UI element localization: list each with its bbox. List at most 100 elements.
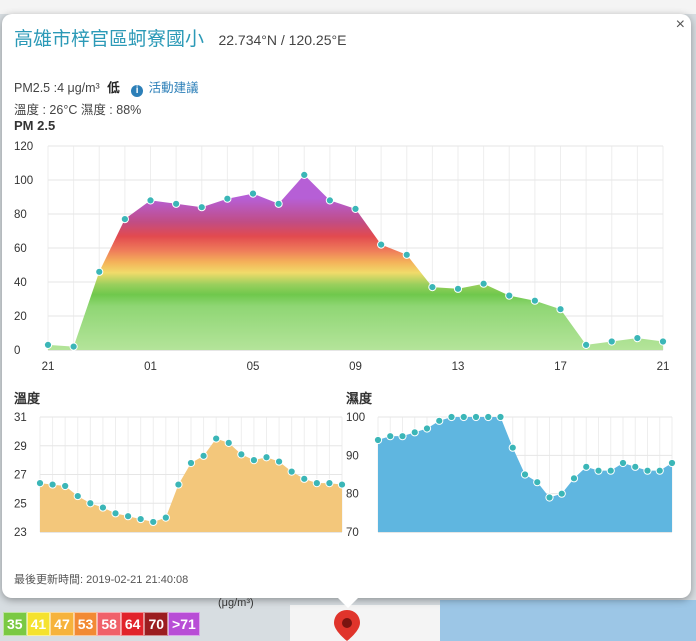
y-tick-label: 90 — [346, 450, 359, 462]
temperature-chart: 23 25 27 29 31 — [14, 412, 347, 539]
data-point — [48, 480, 57, 489]
map-marker-icon[interactable] — [332, 608, 362, 641]
humidity-chart: 70 80 90 100 — [346, 412, 677, 539]
data-point — [428, 283, 437, 292]
x-tick-label: 01 — [144, 361, 157, 373]
data-point — [86, 499, 95, 508]
data-point — [556, 305, 565, 314]
data-point — [262, 453, 271, 462]
data-point — [123, 512, 133, 521]
x-tick-label: 09 — [349, 361, 362, 373]
data-point — [618, 458, 628, 468]
x-tick-label: 21 — [42, 361, 55, 373]
data-point — [300, 474, 309, 483]
data-point — [212, 434, 221, 443]
data-point — [43, 340, 53, 349]
data-point — [223, 194, 232, 203]
data-point — [557, 489, 566, 498]
data-point — [496, 412, 505, 422]
legend-item: 58 — [97, 612, 121, 636]
y-tick-label: 60 — [14, 243, 27, 255]
data-point — [459, 412, 468, 422]
y-tick-label: 40 — [14, 277, 27, 289]
data-point — [186, 458, 196, 468]
data-point — [149, 517, 158, 527]
data-point — [667, 458, 677, 468]
legend-item: 53 — [73, 612, 98, 636]
hum-chart-title: 濕度 — [346, 391, 373, 406]
y-tick-label: 120 — [14, 141, 33, 153]
data-point — [351, 204, 360, 214]
temp-chart-title: 溫度 — [14, 391, 41, 406]
y-tick-label: 25 — [14, 498, 27, 510]
station-coords: 22.734°N / 120.25°E — [218, 32, 347, 48]
data-point — [174, 480, 183, 489]
legend-item: 70 — [144, 612, 169, 636]
legend-item: 64 — [120, 612, 145, 636]
info-icon[interactable]: i — [131, 85, 144, 97]
legend-unit: (μg/m³) — [218, 597, 254, 609]
y-tick-label: 31 — [14, 412, 27, 424]
pm25-color-legend: 35 41 47 53 58 64 70 >71 — [3, 612, 200, 636]
data-point — [435, 416, 444, 425]
data-point — [402, 250, 411, 259]
pm25-reading: PM2.5 :4 μg/m³ — [14, 81, 100, 95]
popup-header: 高雄市梓官區蚵寮國小 22.734°N / 120.25°E — [14, 24, 346, 51]
data-point — [606, 466, 615, 475]
y-tick-label: 29 — [14, 441, 27, 453]
data-point — [520, 470, 530, 479]
data-point — [658, 337, 668, 346]
data-point — [35, 479, 45, 488]
pm25-chart-title: PM 2.5 — [14, 118, 56, 133]
data-point — [471, 412, 481, 422]
data-point — [422, 424, 432, 433]
data-point — [505, 291, 514, 300]
data-point — [197, 203, 206, 212]
data-point — [582, 462, 591, 471]
data-point — [398, 432, 407, 441]
data-point — [95, 267, 104, 276]
data-point — [377, 240, 386, 249]
data-point — [447, 412, 456, 422]
data-point — [410, 428, 419, 437]
popup-pointer — [336, 596, 360, 608]
map-road — [0, 0, 696, 14]
data-point — [98, 503, 108, 512]
y-tick-label: 70 — [346, 527, 359, 539]
data-point — [337, 480, 347, 489]
data-point — [274, 457, 284, 466]
data-point — [73, 491, 82, 501]
data-point — [484, 412, 493, 422]
activity-advice-link[interactable]: 活動建議 — [148, 81, 199, 95]
pm25-chart: 0 20 40 60 80 100 120 21 01 05 09 13 17 21 — [14, 141, 670, 373]
x-tick-label: 21 — [657, 361, 670, 373]
pm25-line: PM2.5 :4 μg/m³ 低 i 活動建議 — [14, 77, 199, 97]
data-point — [69, 342, 78, 351]
area-fill — [48, 174, 663, 350]
legend-item: >71 — [168, 612, 200, 636]
y-tick-label: 100 — [346, 412, 365, 424]
legend-item: 35 — [3, 612, 27, 636]
legend-item: 47 — [50, 612, 74, 636]
data-point — [373, 435, 383, 445]
data-point — [325, 479, 334, 488]
data-point — [111, 509, 120, 518]
data-point — [199, 451, 208, 460]
data-point — [631, 462, 640, 471]
data-point — [249, 456, 259, 465]
data-point — [386, 432, 395, 441]
close-icon[interactable]: × — [675, 16, 685, 33]
data-point — [120, 215, 129, 224]
data-point — [300, 170, 309, 180]
y-tick-label: 80 — [14, 209, 27, 221]
last-updated: 最後更新時間: 2019-02-21 21:40:08 — [14, 574, 189, 586]
data-point — [508, 443, 517, 452]
y-tick-label: 100 — [14, 175, 33, 187]
legend-item: 41 — [26, 612, 51, 636]
data-point — [161, 513, 170, 522]
x-tick-label: 13 — [452, 361, 465, 373]
data-point — [643, 466, 652, 475]
data-point — [533, 478, 542, 487]
data-point — [274, 199, 283, 208]
data-point — [633, 334, 642, 343]
